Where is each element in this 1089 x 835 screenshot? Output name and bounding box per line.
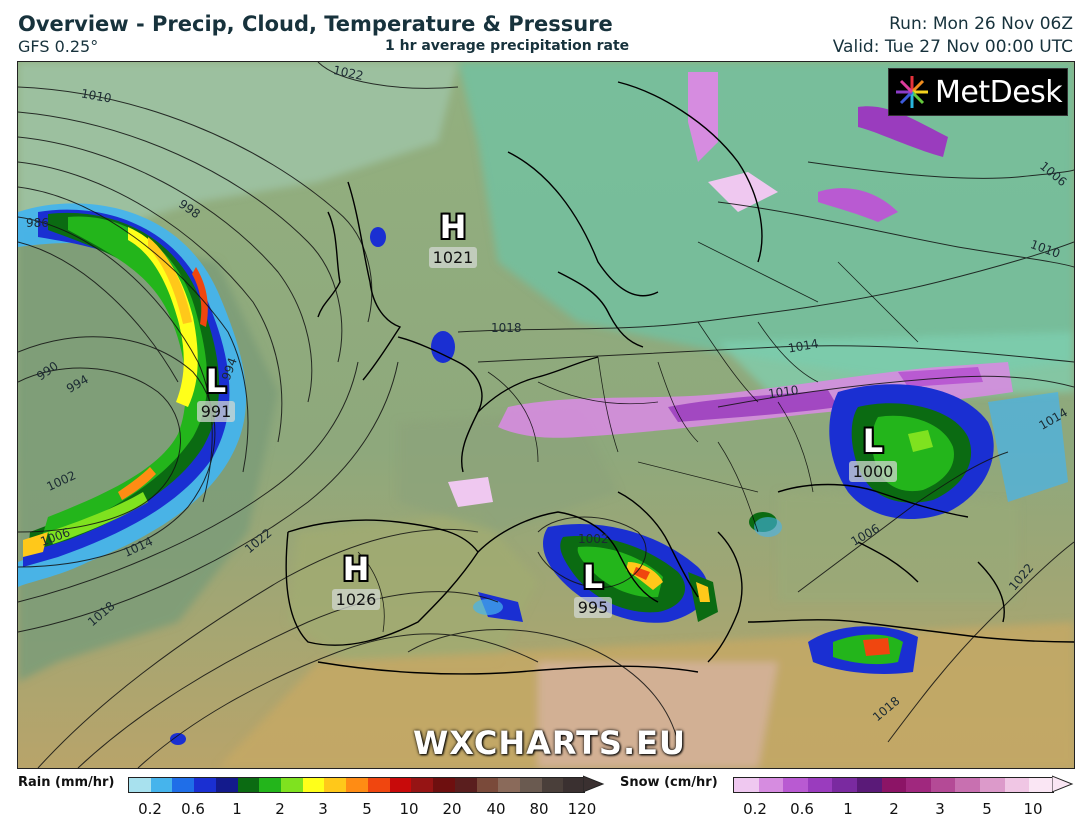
- rain-color-swatch: [519, 778, 542, 792]
- snow-legend-label: Snow (cm/hr): [620, 775, 718, 790]
- snow-north-east: [688, 72, 948, 222]
- borders: [357, 241, 919, 633]
- rain-tick: 20: [442, 800, 462, 818]
- rain-color-swatch: [237, 778, 260, 792]
- snow-color-swatch: [906, 778, 931, 792]
- rain-color-swatch: [389, 778, 412, 792]
- high-marker: H: [342, 550, 370, 588]
- pressure-center-low: L 991: [181, 364, 251, 422]
- snow-color-swatch: [1029, 778, 1054, 792]
- snow-tick: 3: [935, 800, 945, 818]
- high-marker: H: [439, 208, 467, 246]
- rain-colorbar: [128, 777, 586, 793]
- rain-color-swatch: [302, 778, 325, 792]
- rain-tick: 1: [232, 800, 242, 818]
- pressure-center-low: L 1000: [838, 424, 908, 482]
- rain-color-swatch: [324, 778, 347, 792]
- rain-tick: 0.2: [138, 800, 162, 818]
- metdesk-logo: MetDesk: [888, 68, 1068, 116]
- rain-color-swatch: [129, 778, 151, 792]
- snow-color-swatch: [857, 778, 882, 792]
- run-time: Run: Mon 26 Nov 06Z: [889, 14, 1073, 34]
- wxcharts-watermark: WXCHARTS.EU: [413, 724, 686, 762]
- pressure-center-low: L 995: [558, 560, 628, 618]
- rain-color-swatch: [172, 778, 195, 792]
- snow-tick: 5: [982, 800, 992, 818]
- rain-colorbar-arrow: [583, 775, 605, 793]
- snow-tick: 0.6: [790, 800, 814, 818]
- snow-tick: 1: [843, 800, 853, 818]
- rain-color-swatch: [541, 778, 564, 792]
- model-label: GFS 0.25°: [18, 37, 99, 56]
- snow-colorbar: [733, 777, 1054, 793]
- rain-color-swatch: [215, 778, 238, 792]
- low-marker: L: [205, 362, 227, 400]
- snow-tick: 2: [889, 800, 899, 818]
- low-marker: L: [582, 558, 604, 596]
- isobar-label: 1002: [578, 532, 609, 546]
- coastlines: [285, 81, 1074, 675]
- rain-color-swatch: [498, 778, 520, 792]
- snow-color-swatch: [758, 778, 784, 792]
- pressure-value: 995: [573, 597, 613, 618]
- rain-color-swatch: [367, 778, 390, 792]
- pressure-value: 1000: [848, 461, 898, 482]
- valid-time: Valid: Tue 27 Nov 00:00 UTC: [832, 37, 1073, 57]
- rain-color-swatch: [281, 778, 303, 792]
- metdesk-logo-icon: [896, 76, 928, 108]
- snow-colorbar-arrow: [1052, 775, 1074, 793]
- pressure-value: 991: [196, 401, 236, 422]
- rain-legend-label: Rain (mm/hr): [18, 775, 115, 790]
- rain-color-swatch: [476, 778, 499, 792]
- snow-color-swatch: [783, 778, 808, 792]
- rain-color-swatch: [259, 778, 282, 792]
- snow-tick: 10: [1023, 800, 1043, 818]
- rain-tick: 0.6: [181, 800, 205, 818]
- pressure-value: 1021: [428, 247, 478, 268]
- snow-tick: 0.2: [743, 800, 767, 818]
- rain-turkey: [808, 626, 918, 674]
- isobar-label: 1018: [491, 321, 522, 335]
- rain-tick: 120: [567, 800, 597, 818]
- snow-color-swatch: [807, 778, 833, 792]
- rain-color-swatch: [194, 778, 216, 792]
- snow-color-swatch: [980, 778, 1005, 792]
- pressure-center-high: H 1026: [321, 552, 391, 610]
- snow-color-swatch: [734, 778, 759, 792]
- rain-tick: 40: [486, 800, 506, 818]
- low-marker: L: [862, 422, 884, 460]
- isobar-label: 986: [26, 216, 49, 230]
- snow-color-swatch: [955, 778, 981, 792]
- map-canvas: [18, 62, 1074, 768]
- snow-color-swatch: [832, 778, 858, 792]
- rain-tick: 80: [529, 800, 549, 818]
- chart-title: Overview - Precip, Cloud, Temperature & …: [18, 12, 613, 36]
- metdesk-logo-text: MetDesk: [935, 74, 1063, 110]
- pressure-center-high: H 1021: [418, 210, 488, 268]
- rain-tick: 2: [275, 800, 285, 818]
- rain-color-swatch: [433, 778, 455, 792]
- rain-color-swatch: [454, 778, 477, 792]
- rain-color-swatch: [563, 778, 586, 792]
- snow-color-swatch: [1004, 778, 1030, 792]
- pressure-value: 1026: [331, 589, 381, 610]
- snow-color-swatch: [930, 778, 956, 792]
- rain-color-swatch: [150, 778, 173, 792]
- rain-color-swatch: [411, 778, 434, 792]
- rain-color-swatch: [346, 778, 368, 792]
- isobars: [18, 62, 1074, 768]
- rain-tick: 3: [318, 800, 328, 818]
- rain-tick: 5: [362, 800, 372, 818]
- field-subtitle: 1 hr average precipitation rate: [385, 38, 630, 54]
- weather-map: 1022 1010 986 998 990 994 994 1002 1006 …: [17, 61, 1075, 769]
- snow-color-swatch: [881, 778, 907, 792]
- rain-tick: 10: [399, 800, 419, 818]
- atlantic-rain-band: [18, 203, 247, 588]
